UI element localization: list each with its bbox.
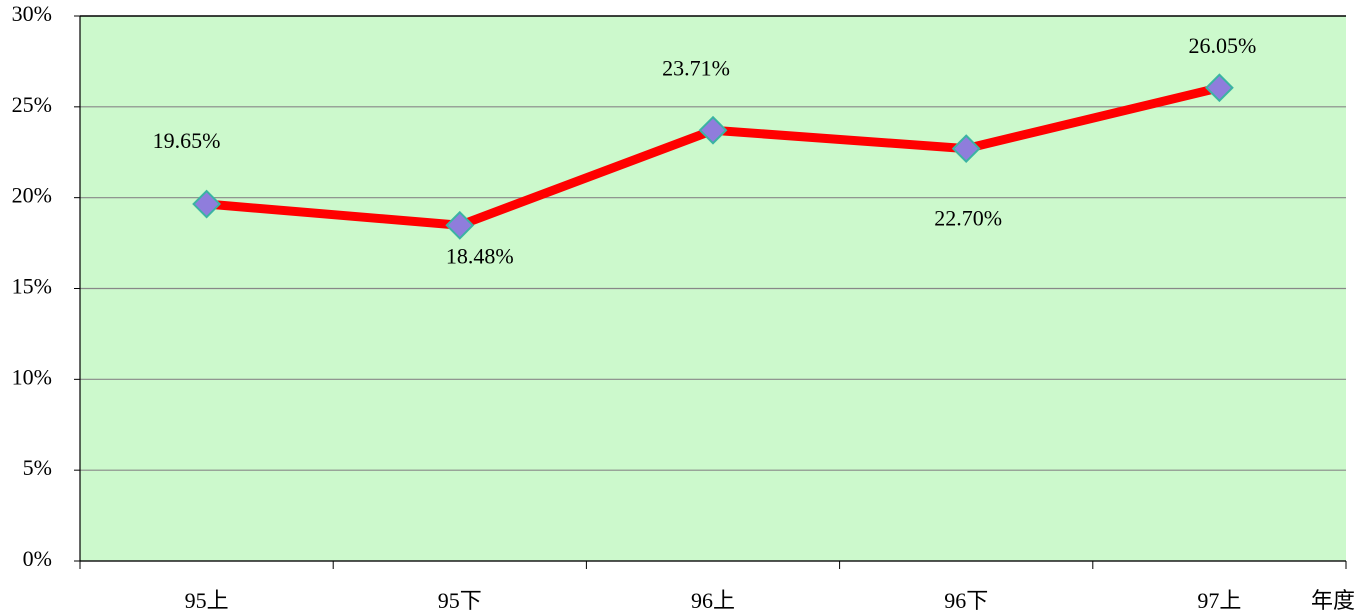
x-axis-label: 年度 — [1311, 588, 1355, 613]
data-label: 23.71% — [662, 55, 730, 80]
x-tick-label: 96上 — [691, 588, 735, 613]
x-tick-label: 96下 — [944, 588, 988, 613]
y-tick-label: 10% — [12, 364, 52, 389]
data-label: 26.05% — [1188, 33, 1256, 58]
marker — [951, 134, 981, 164]
y-tick-label: 20% — [12, 183, 52, 208]
data-label: 22.70% — [934, 206, 1002, 231]
data-label: 18.48% — [446, 243, 514, 268]
marker — [192, 189, 222, 219]
y-tick-label: 5% — [23, 455, 52, 480]
data-label: 19.65% — [153, 128, 221, 153]
marker — [698, 115, 728, 145]
x-tick-label: 97上 — [1197, 588, 1241, 613]
y-tick-label: 25% — [12, 92, 52, 117]
x-tick-label: 95上 — [185, 588, 229, 613]
marker — [445, 210, 475, 240]
y-tick-label: 0% — [23, 546, 52, 571]
y-tick-label: 30% — [12, 1, 52, 26]
marker — [1204, 73, 1234, 103]
y-tick-label: 15% — [12, 274, 52, 299]
x-tick-label: 95下 — [438, 588, 482, 613]
